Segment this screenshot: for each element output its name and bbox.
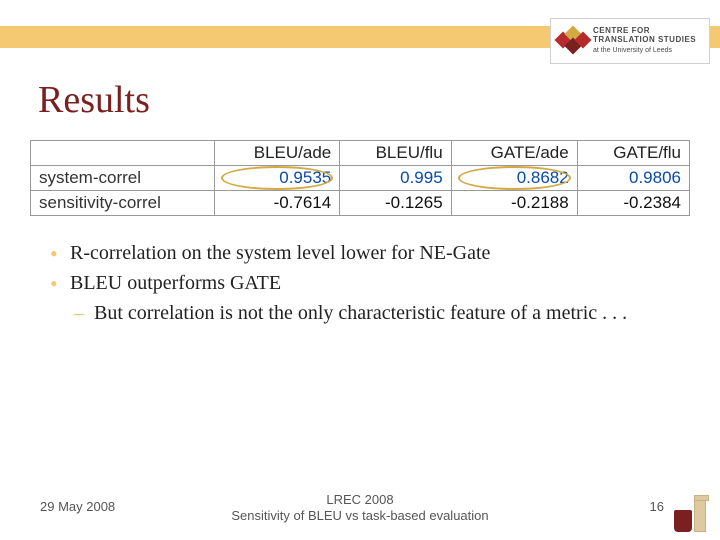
footer-page: 16 xyxy=(650,499,664,514)
shield-icon xyxy=(674,510,692,532)
logo-line3: at the University of Leeds xyxy=(593,47,696,55)
col-header: BLEU/flu xyxy=(340,141,451,166)
tower-icon xyxy=(694,498,706,532)
cell: -0.1265 xyxy=(340,191,451,216)
logo-cts: CENTRE FOR TRANSLATION STUDIES at the Un… xyxy=(550,18,710,64)
bullet-item: BLEU outperforms GATE xyxy=(46,270,680,296)
cell-value: 0.9535 xyxy=(279,168,331,187)
table-row: sensitivity-correl -0.7614 -0.1265 -0.21… xyxy=(31,191,690,216)
col-header: GATE/flu xyxy=(577,141,689,166)
table-corner xyxy=(31,141,215,166)
row-label: system-correl xyxy=(31,166,215,191)
bullet-list: R-correlation on the system level lower … xyxy=(46,240,680,326)
cell: -0.2188 xyxy=(451,191,577,216)
bullet-sub-item: But correlation is not the only characte… xyxy=(46,300,680,326)
results-table: BLEU/ade BLEU/flu GATE/ade GATE/flu syst… xyxy=(30,140,690,216)
cell: 0.9535 xyxy=(215,166,340,191)
bullet-item: R-correlation on the system level lower … xyxy=(46,240,680,266)
footer-center: LREC 2008 Sensitivity of BLEU vs task-ba… xyxy=(231,492,488,525)
cell: -0.2384 xyxy=(577,191,689,216)
logo-diamonds-icon xyxy=(555,24,589,58)
col-header: GATE/ade xyxy=(451,141,577,166)
table-row: system-correl 0.9535 0.995 0.8682 0.9806 xyxy=(31,166,690,191)
cell: 0.9806 xyxy=(577,166,689,191)
logo-leeds xyxy=(674,492,710,532)
footer-subtitle: Sensitivity of BLEU vs task-based evalua… xyxy=(231,508,488,524)
footer-date: 29 May 2008 xyxy=(40,499,115,514)
row-label: sensitivity-correl xyxy=(31,191,215,216)
logo-text: CENTRE FOR TRANSLATION STUDIES at the Un… xyxy=(593,27,696,54)
logo-line2: TRANSLATION STUDIES xyxy=(593,36,696,45)
cell-value: 0.8682 xyxy=(517,168,569,187)
footer-conf: LREC 2008 xyxy=(231,492,488,508)
cell: -0.7614 xyxy=(215,191,340,216)
cell: 0.8682 xyxy=(451,166,577,191)
cell: 0.995 xyxy=(340,166,451,191)
col-header: BLEU/ade xyxy=(215,141,340,166)
slide-title: Results xyxy=(38,78,150,122)
